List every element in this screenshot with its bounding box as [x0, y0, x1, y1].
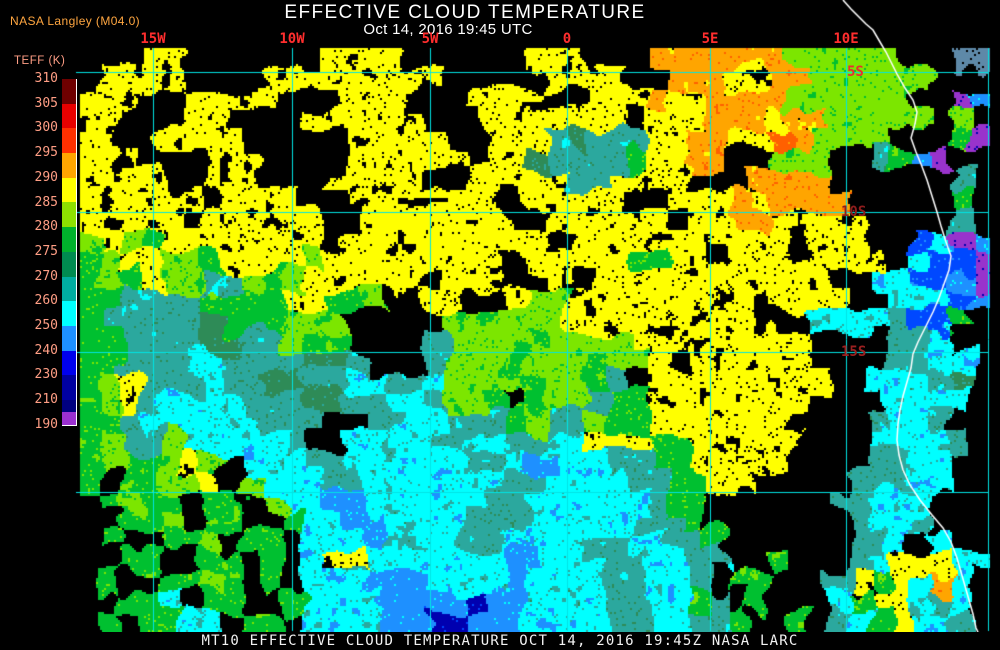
legend-tick: 275: [34, 243, 58, 259]
legend-segment: [62, 251, 76, 277]
legend-segment: [62, 177, 76, 203]
legend-segment: [62, 128, 76, 154]
legend-segment: [62, 301, 76, 326]
longitude-label: 5W: [421, 31, 439, 47]
longitude-label: 5E: [701, 31, 719, 47]
latitude-label: 5S: [847, 64, 864, 80]
legend-segment: [62, 103, 76, 129]
legend-tick: 250: [34, 318, 58, 333]
legend-segment: [62, 412, 76, 425]
page-title: EFFECTIVE CLOUD TEMPERATURE: [284, 2, 646, 23]
legend-tick: 260: [34, 293, 58, 309]
legend-tick: 240: [34, 342, 58, 358]
legend-segment: [62, 227, 76, 252]
legend-tick: 300: [34, 120, 58, 136]
longitude-label: 10W: [279, 31, 305, 47]
legend-segment: [62, 153, 76, 178]
footer-caption: MT10 EFFECTIVE CLOUD TEMPERATURE OCT 14,…: [201, 633, 799, 649]
page-subtitle: Oct 14, 2016 19:45 UTC: [363, 21, 533, 38]
legend-tick: 280: [34, 219, 58, 235]
longitude-label: 15W: [140, 31, 166, 47]
credit-label: NASA Langley (M04.0): [10, 14, 141, 28]
legend-bar: [62, 79, 77, 426]
legend-label: TEFF (K): [14, 55, 66, 67]
legend-tick: 290: [34, 169, 58, 185]
legend-tick: 190: [34, 416, 58, 432]
footer-bar: MT10 EFFECTIVE CLOUD TEMPERATURE OCT 14,…: [0, 632, 1000, 650]
legend-tick: 210: [34, 392, 58, 408]
legend-segment: [62, 399, 76, 413]
legend-segment: [62, 79, 76, 104]
latitude-label: 10S: [841, 204, 867, 220]
legend-segment: [62, 325, 76, 351]
legend-tick: 285: [34, 194, 58, 210]
legend-tick: 270: [34, 268, 58, 284]
legend-segment: [62, 202, 76, 228]
legend-tick: 230: [34, 367, 58, 383]
legend-segment: [62, 375, 76, 400]
legend-tick: 295: [34, 145, 58, 161]
legend-segment: [62, 276, 76, 302]
legend-segment: [62, 350, 76, 376]
longitude-label: 0: [562, 31, 572, 47]
legend-tick: 305: [34, 95, 58, 111]
latitude-label: 15S: [841, 344, 867, 360]
legend-tick: 310: [34, 71, 58, 86]
longitude-label: 10E: [833, 31, 859, 47]
